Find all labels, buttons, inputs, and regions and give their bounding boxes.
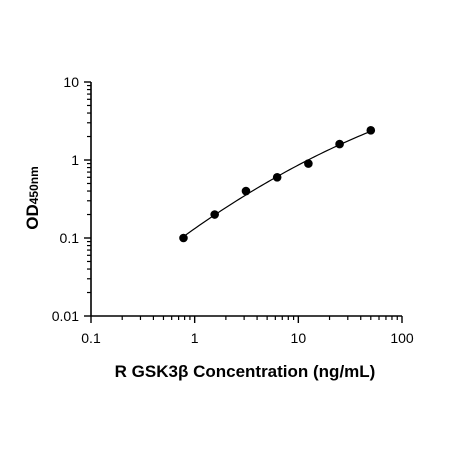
x-tick-label: 10 xyxy=(291,330,307,346)
y-tick-label: 0.1 xyxy=(60,230,80,246)
data-point xyxy=(210,210,219,219)
y-axis-title: OD450nm xyxy=(23,166,42,230)
fit-line-layer xyxy=(183,130,372,238)
data-point xyxy=(241,186,251,196)
x-tick-label: 0.1 xyxy=(81,330,101,346)
data-point xyxy=(335,139,344,149)
y-axis-title-main: OD xyxy=(23,204,42,230)
data-point xyxy=(366,126,376,135)
data-points xyxy=(179,126,376,243)
x-tick-label: 1 xyxy=(191,330,199,346)
x-tick-label: 100 xyxy=(390,330,414,346)
x-axis-title: R GSK3β Concentration (ng/mL) xyxy=(115,362,376,381)
y-axis-title-subscript: 450nm xyxy=(27,166,41,204)
data-point xyxy=(179,233,188,243)
y-tick-label: 10 xyxy=(63,74,79,90)
y-tick-label: 0.01 xyxy=(52,308,79,324)
data-point xyxy=(272,173,282,182)
data-point xyxy=(304,159,313,168)
axes xyxy=(90,82,402,317)
fit-line xyxy=(183,130,372,238)
y-tick-label: 1 xyxy=(71,152,79,168)
